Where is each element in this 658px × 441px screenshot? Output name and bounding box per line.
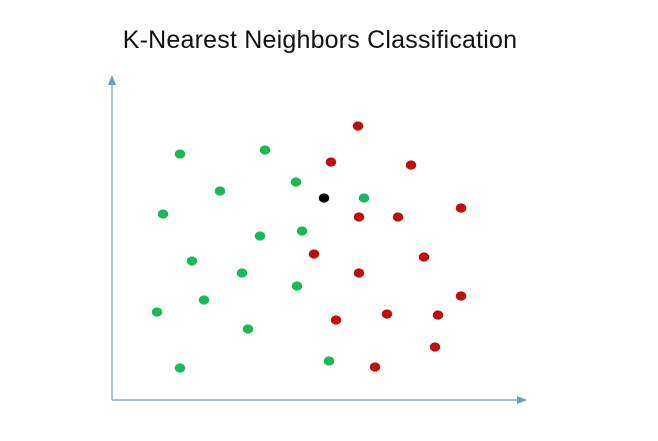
green-point — [151, 307, 163, 317]
red-point — [432, 310, 444, 320]
red-point — [429, 342, 441, 352]
red-point — [455, 291, 467, 301]
diagram-title: K-Nearest Neighbors Classification — [122, 26, 518, 54]
green-point — [259, 145, 271, 155]
green-point — [290, 177, 302, 187]
red-point — [330, 315, 342, 325]
green-point — [291, 281, 303, 291]
red-point — [455, 203, 467, 213]
green-point — [198, 295, 210, 305]
red-point — [353, 268, 365, 278]
green-point — [358, 193, 370, 203]
green-point — [242, 324, 254, 334]
green-point — [186, 256, 198, 266]
red-point — [392, 212, 404, 222]
query-point — [318, 193, 330, 203]
green-point — [174, 149, 186, 159]
green-point — [214, 186, 226, 196]
red-point — [381, 309, 393, 319]
red-point — [405, 160, 417, 170]
red-point — [325, 157, 337, 167]
green-point — [323, 356, 335, 366]
red-point — [353, 212, 365, 222]
data-points — [151, 121, 467, 373]
red-point — [352, 121, 364, 131]
red-point — [308, 249, 320, 259]
green-point — [296, 226, 308, 236]
red-point — [369, 362, 381, 372]
green-point — [236, 268, 248, 278]
green-point — [157, 209, 169, 219]
red-point — [418, 252, 430, 262]
green-point — [174, 363, 186, 373]
green-point — [254, 231, 266, 241]
